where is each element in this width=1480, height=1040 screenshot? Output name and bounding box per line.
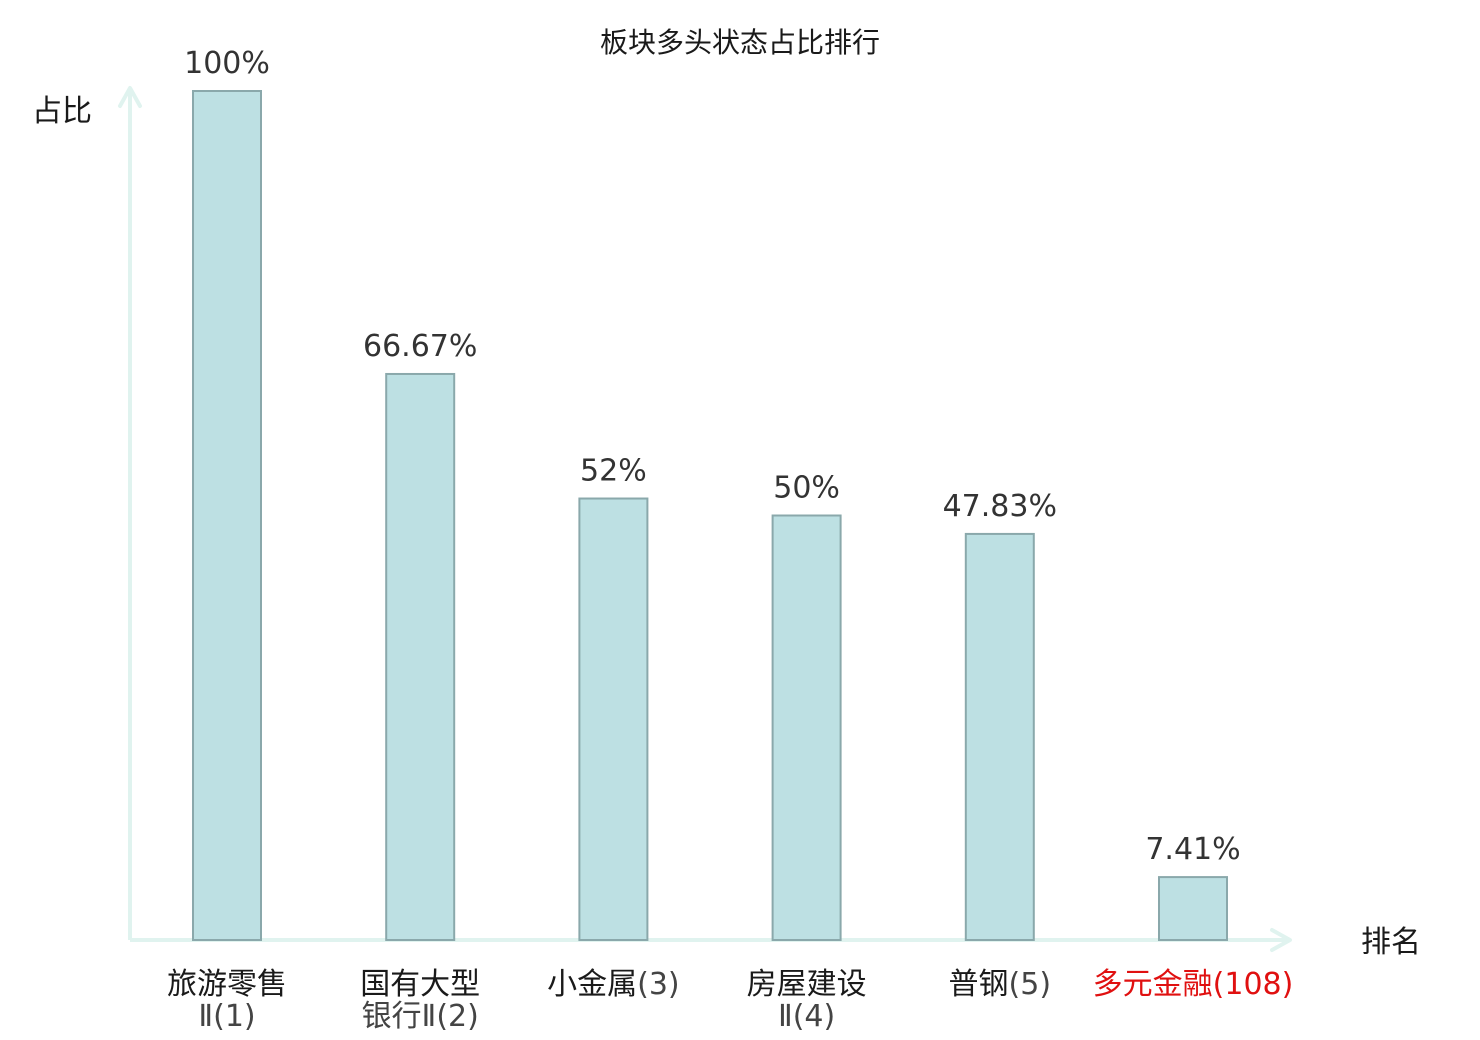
category-name: 多元金融	[1093, 967, 1213, 1002]
bars-group	[192, 90, 1228, 942]
bar	[385, 372, 456, 942]
chart-title: 板块多头状态占比排行	[600, 26, 880, 59]
x-axis-arrow	[1270, 928, 1292, 952]
category-rank: (5)	[1009, 967, 1052, 1002]
category-name: 房屋建设	[747, 967, 867, 1002]
x-axis-label: 排名	[1361, 925, 1421, 960]
category-rank: (3)	[637, 967, 680, 1002]
category-label: 小金属(3)	[547, 967, 680, 1002]
category-label: 多元金融(108)	[1093, 967, 1294, 1002]
category-rank: (108)	[1213, 967, 1294, 1002]
bar-value-label: 7.41%	[1145, 832, 1240, 867]
bar-value-label: 52%	[580, 454, 647, 489]
bar	[964, 532, 1035, 941]
bar	[192, 90, 262, 941]
bar-value-label: 66.67%	[363, 329, 477, 364]
axes	[118, 86, 1292, 952]
bar-value-label: 50%	[773, 471, 840, 506]
category-name: 旅游零售	[167, 967, 287, 1002]
bar	[578, 497, 649, 941]
bar-value-label: 100%	[184, 46, 270, 81]
category-name: 国有大型	[360, 967, 480, 1002]
y-axis-arrow	[118, 86, 142, 108]
category-name: 普钢	[949, 967, 1009, 1002]
y-axis-label: 占比	[32, 94, 92, 129]
bar	[1158, 876, 1228, 942]
value-labels-group: 100% 66.67% 52% 50% 47.83% 7.41%	[184, 46, 1241, 867]
category-rank: 银行Ⅱ(2)	[362, 999, 479, 1034]
bar	[771, 514, 842, 941]
bar-value-label: 47.83%	[943, 489, 1057, 524]
category-name: 小金属	[547, 967, 637, 1002]
category-label: 普钢(5)	[949, 967, 1052, 1002]
category-rank: Ⅱ(1)	[198, 999, 255, 1034]
category-rank: Ⅱ(4)	[778, 999, 835, 1034]
